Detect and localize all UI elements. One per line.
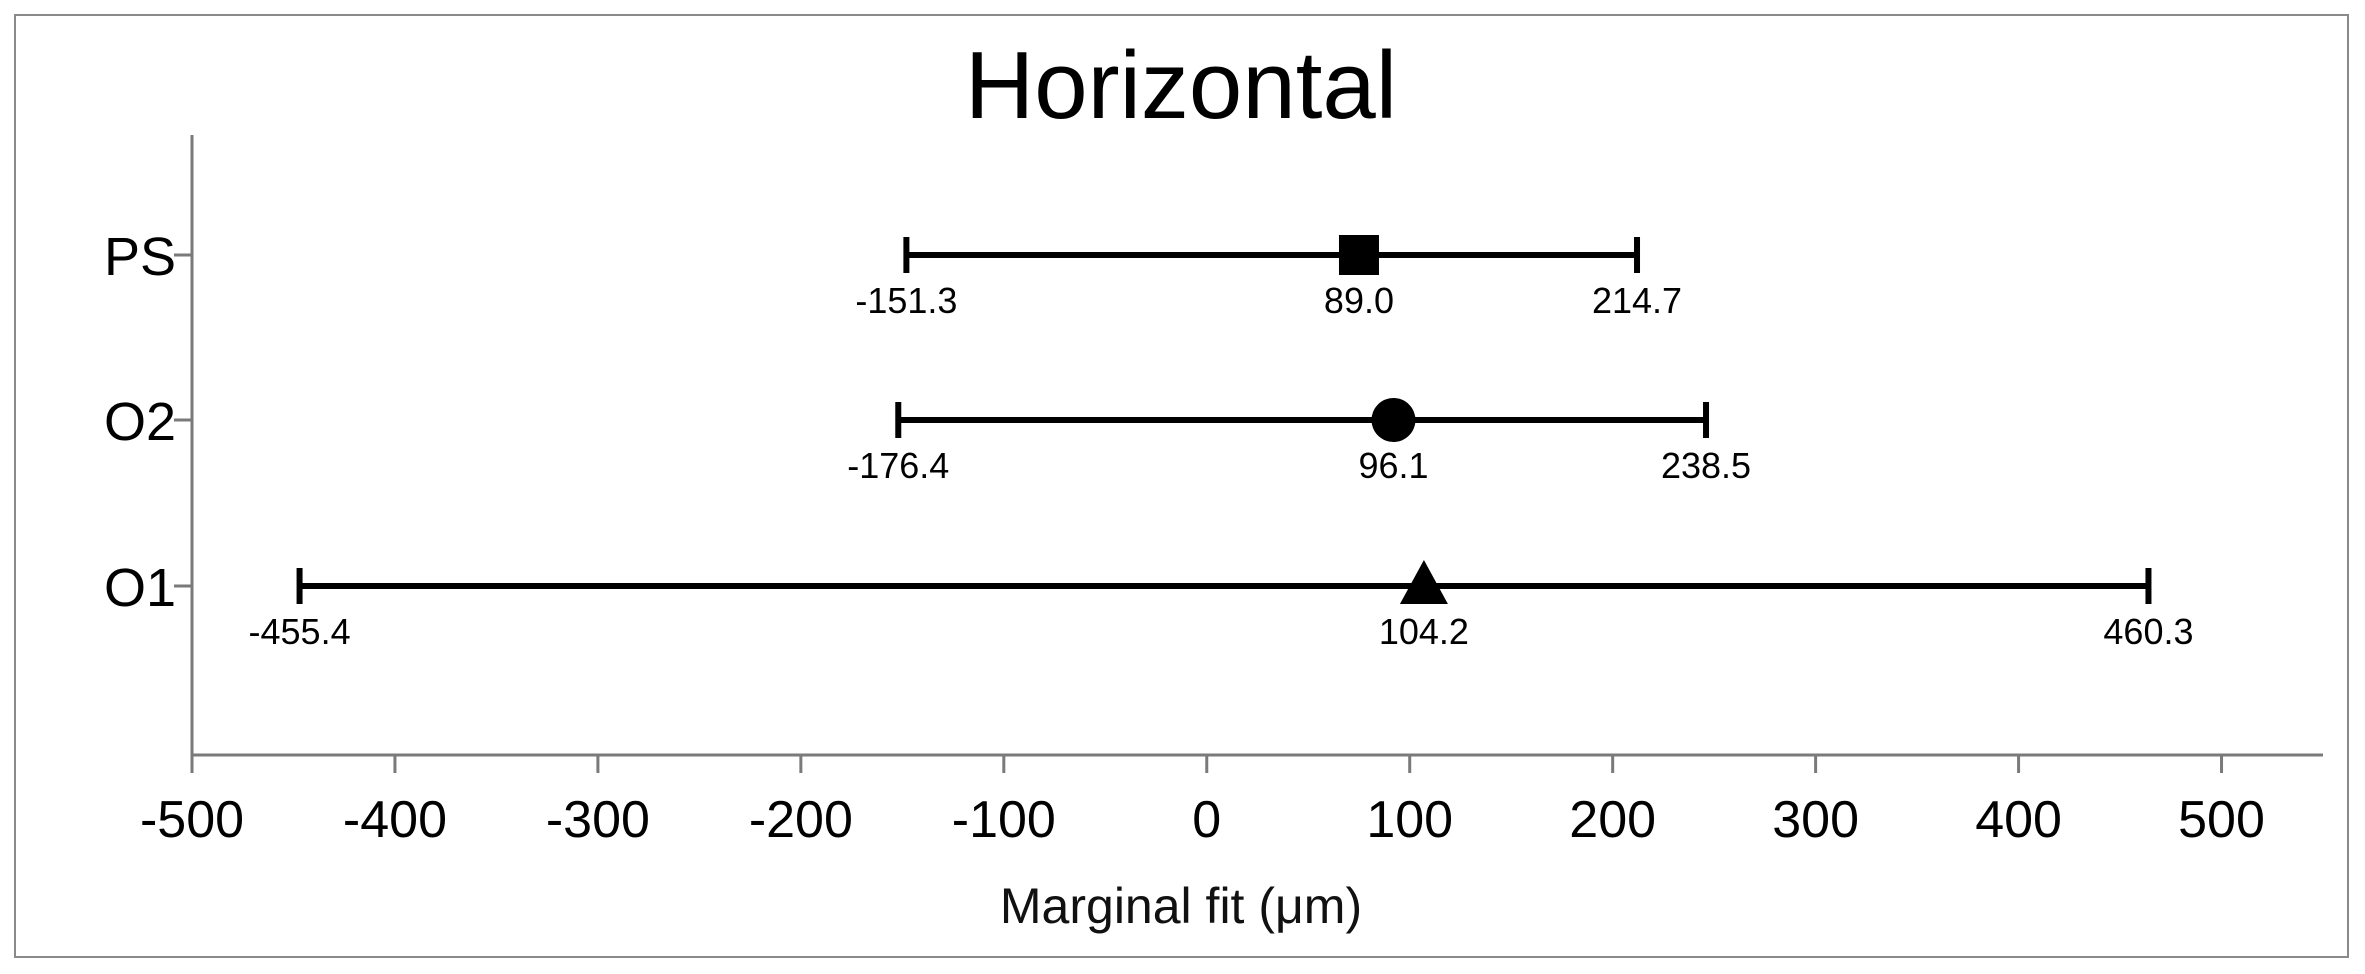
upper-value-label-o2: 238.5	[1661, 445, 1751, 486]
category-label-o2: O2	[104, 392, 176, 452]
mean-marker-o2	[1371, 398, 1416, 442]
lower-value-label-o1: -455.4	[249, 611, 351, 652]
x-tick-label-4: -100	[952, 791, 1056, 849]
mean-value-label-o2: 96.1	[1358, 445, 1428, 486]
lower-value-label-ps: -151.3	[855, 280, 957, 321]
x-tick-label-8: 300	[1772, 791, 1859, 849]
x-ticks: -500 -400 -300 -200 -100 0 100 200 300 400 500	[140, 755, 2265, 849]
x-tick-label-6: 100	[1366, 791, 1453, 849]
x-tick-label-1: -400	[343, 791, 447, 849]
x-tick-label-5: 0	[1192, 791, 1221, 849]
x-tick-label-7: 200	[1569, 791, 1656, 849]
upper-value-label-ps: 214.7	[1592, 280, 1682, 321]
plot-marks: -151.3 89.0 214.7 -176.4 96.1 238.5 -455.4 104.…	[249, 235, 2194, 652]
mean-marker-o1	[1399, 560, 1448, 604]
category-label-o1: O1	[104, 558, 176, 618]
x-tick-label-9: 400	[1975, 791, 2062, 849]
x-tick-label-0: -500	[140, 791, 244, 849]
x-tick-label-3: -200	[749, 791, 853, 849]
category-label-ps: PS	[104, 227, 176, 287]
mean-value-label-ps: 89.0	[1324, 280, 1394, 321]
mean-value-label-o1: 104.2	[1379, 611, 1469, 652]
mean-marker-ps	[1338, 235, 1379, 275]
x-axis-title: Marginal fit (μm)	[1000, 878, 1362, 934]
x-tick-label-10: 500	[2178, 791, 2265, 849]
x-tick-label-2: -300	[546, 791, 650, 849]
chart-title: Horizontal	[965, 32, 1397, 139]
chart-frame	[14, 14, 2349, 958]
category-axis: PS O2 O1	[104, 227, 192, 618]
upper-value-label-o1: 460.3	[2103, 611, 2193, 652]
lower-value-label-o2: -176.4	[847, 445, 949, 486]
